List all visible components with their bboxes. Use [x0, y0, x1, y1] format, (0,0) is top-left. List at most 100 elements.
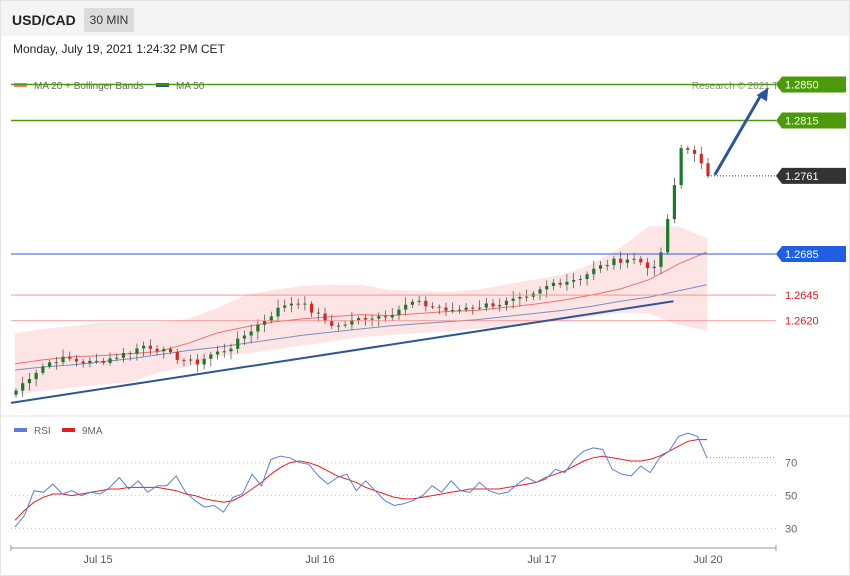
candle-body	[262, 320, 267, 325]
candle-body	[269, 316, 273, 321]
legend-9ma-swatch	[62, 428, 75, 433]
level-tag-pivot	[776, 245, 846, 262]
candle-body	[215, 351, 220, 355]
candle-body	[242, 335, 247, 339]
candle-body	[639, 258, 643, 263]
target-arrow-head	[756, 87, 769, 102]
candle-body	[162, 349, 166, 352]
candle-body	[155, 348, 159, 352]
candle-body	[101, 360, 105, 363]
candle-body	[148, 345, 152, 349]
x-axis-label: Jul 16	[305, 554, 334, 566]
level-label-support: 1.2620	[785, 316, 819, 328]
candle-body	[249, 331, 253, 336]
candle-body	[417, 300, 421, 302]
candle-body	[652, 266, 656, 269]
candle-body	[27, 379, 32, 384]
candles	[14, 144, 710, 398]
level-label-last: 1.2761	[785, 171, 819, 183]
candle-body	[54, 362, 58, 364]
candle-body	[585, 274, 589, 280]
candle-body	[491, 303, 495, 307]
candle-body	[108, 358, 112, 363]
candle-body	[545, 286, 549, 290]
legend-ma20-swatch	[14, 83, 27, 88]
candle-body	[504, 300, 509, 305]
candle-body	[350, 320, 354, 325]
candle-body	[578, 279, 582, 281]
candle-body	[283, 305, 287, 308]
level-tag-resistance	[776, 76, 846, 93]
candle-body	[256, 324, 260, 332]
candle-body	[276, 307, 280, 317]
legend-ma50-swatch	[156, 83, 169, 88]
candle-body	[370, 318, 374, 320]
candle-body	[189, 359, 193, 361]
legend-ma20: MA 20 + Bollinger Bands	[14, 81, 144, 92]
candle-body	[168, 349, 173, 353]
x-axis-label: Jul 17	[527, 554, 556, 566]
candle-body	[74, 358, 79, 362]
candle-body	[692, 149, 697, 154]
candle-body	[336, 325, 341, 327]
candle-body	[612, 258, 616, 266]
datetime-label: Monday, July 19, 2021 1:24:32 PM CET	[13, 42, 225, 56]
candle-body	[464, 307, 468, 310]
legend-rsi-swatch	[14, 428, 27, 433]
candle-body	[430, 306, 435, 308]
candle-body	[88, 360, 92, 364]
candle-body	[34, 372, 38, 380]
candle-body	[477, 307, 482, 309]
candle-body	[679, 148, 683, 186]
level-label-resistance: 1.2850	[785, 80, 819, 92]
x-axis-label: Jul 15	[83, 554, 112, 566]
legend-9ma: 9MA	[62, 426, 103, 437]
candle-body	[310, 303, 314, 313]
candle-body	[182, 359, 186, 361]
candle-body	[390, 315, 394, 318]
candle-body	[592, 268, 596, 275]
symbol-title: USD/CAD	[12, 12, 76, 28]
candle-body	[444, 307, 448, 311]
candle-body	[551, 282, 556, 287]
candle-body	[437, 306, 441, 308]
rsi-tick-label: 70	[785, 458, 797, 470]
candle-body	[511, 298, 515, 301]
candle-body	[41, 366, 45, 373]
candle-body	[14, 390, 18, 395]
candle-body	[659, 252, 663, 267]
candle-body	[357, 318, 361, 321]
candle-body	[343, 324, 347, 326]
chart-header: USD/CAD 30 MIN	[1, 1, 849, 36]
target-arrow-shaft	[713, 91, 764, 176]
timeframe-badge[interactable]: 30 MIN	[84, 8, 134, 32]
legend-9ma-label: 9MA	[82, 426, 103, 437]
candle-body	[68, 356, 72, 359]
level-label-support: 1.2645	[785, 290, 819, 302]
candle-body	[61, 356, 65, 363]
candle-body	[605, 265, 609, 267]
candle-body	[236, 338, 240, 349]
candle-body	[316, 312, 320, 314]
candle-body	[397, 309, 401, 316]
candle-body	[471, 307, 475, 309]
candle-body	[330, 320, 334, 326]
candle-body	[128, 352, 132, 354]
candle-body	[81, 361, 85, 364]
candle-body	[229, 348, 233, 352]
candle-body	[686, 148, 690, 150]
candle-body	[672, 185, 677, 220]
candle-body	[95, 360, 99, 362]
candle-body	[383, 316, 388, 318]
candle-body	[498, 304, 502, 307]
candle-body	[303, 303, 307, 305]
candle-body	[598, 265, 603, 269]
candle-body	[323, 313, 327, 321]
candle-body	[47, 362, 52, 367]
rsi-9ma-line	[14, 439, 707, 521]
rsi-tick-label: 50	[785, 491, 797, 503]
candle-body	[142, 345, 146, 349]
candle-body	[404, 304, 408, 310]
legend-ma50: MA 50	[156, 81, 204, 92]
